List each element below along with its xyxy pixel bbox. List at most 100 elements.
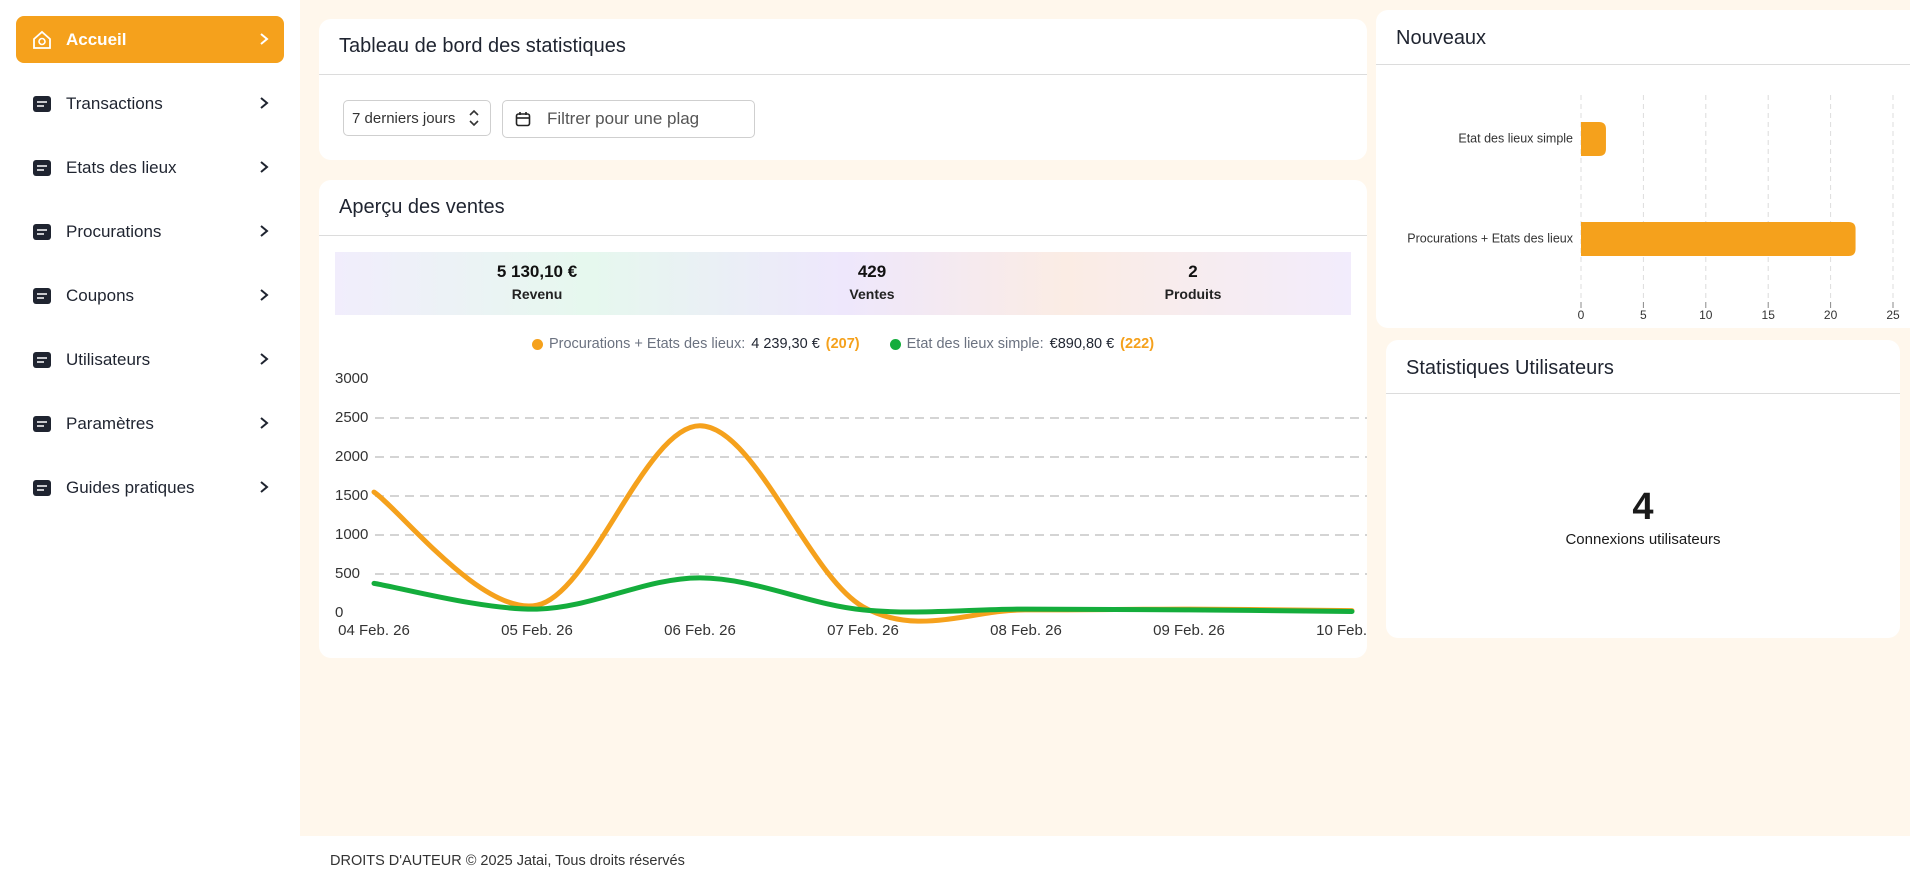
nav-item[interactable]: Procurations <box>16 208 284 255</box>
category-label: Procurations + Etats des lieux <box>1407 231 1573 245</box>
icon-shape <box>33 480 51 496</box>
card-title: Aperçu des ventes <box>339 196 505 218</box>
legend-name: Procurations + Etats des lieux: <box>548 336 746 352</box>
card-title: Tableau de bord des statistiques <box>339 35 626 57</box>
icon-shape <box>37 101 47 107</box>
nav-item[interactable]: Coupons <box>16 272 284 319</box>
legend-total: €890,80 € <box>1049 336 1115 352</box>
summary-label: Ventes <box>849 286 895 302</box>
card-title: Statistiques Utilisateurs <box>1406 357 1614 379</box>
nav-icon <box>33 96 51 112</box>
legend-swatch <box>889 338 901 350</box>
nav-item[interactable]: Etats des lieux <box>16 144 284 191</box>
nav-label: Utilisateurs <box>66 349 151 369</box>
icon-shape <box>37 229 47 235</box>
sales-card: Aperçu des ventes 5 130,10 € Revenu 429 Ven… <box>319 180 1367 658</box>
nav-icon <box>33 30 51 49</box>
nav-label: Coupons <box>66 285 135 305</box>
summary-stat: 5 130,10 € Revenu <box>417 262 657 302</box>
summary-label: Revenu <box>511 286 563 302</box>
x-tick-label: 04 Feb. 26 <box>338 622 410 639</box>
divider <box>319 74 1367 75</box>
icon-shape <box>37 293 47 299</box>
dashboard-card: Tableau de bord des statistiques 7 derni… <box>319 19 1367 160</box>
summary-value: 429 <box>857 262 887 281</box>
chevron <box>260 225 269 237</box>
period-select[interactable]: 7 derniers jours <box>343 100 491 136</box>
summary-bar: 5 130,10 € Revenu 429 Ventes 2 Produits <box>335 252 1351 315</box>
new-items-card: Nouveaux 0 5 10 15 20 25 Etat des lieux simple… <box>1376 10 1910 328</box>
y-tick-label: 1500 <box>335 487 368 504</box>
x-tick-label: 20 <box>1824 308 1838 322</box>
icon-shape <box>33 416 51 432</box>
nav-item[interactable]: Utilisateurs <box>16 336 284 383</box>
main-area: Tableau de bord des statistiques 7 derni… <box>300 0 1910 836</box>
x-tick-label: 05 Feb. 26 <box>501 622 573 639</box>
nav-label: Procurations <box>66 221 162 241</box>
line-chart: 0 500 1000 1500 2000 2500 3000 04 Feb. 26 05 Feb… <box>335 370 1367 639</box>
y-tick-label: 0 <box>335 604 343 621</box>
chevron-shape <box>260 33 269 45</box>
nav-item[interactable]: Transactions <box>16 80 284 127</box>
x-tick-label: 0 <box>1578 308 1585 322</box>
user-stats-card: Statistiques Utilisateurs 4 Connexions u… <box>1386 340 1900 638</box>
y-tick-label: 2500 <box>335 409 368 426</box>
icon-shape <box>37 421 47 427</box>
legend-item: Procurations + Etats des lieux: 4 239,30 … <box>531 336 860 352</box>
summary-stat: 2 Produits <box>1073 262 1313 302</box>
nav-label: Transactions <box>66 93 163 113</box>
nav-icon <box>33 416 51 432</box>
chevron-shape <box>260 353 269 365</box>
y-tick-label: 500 <box>335 565 360 582</box>
legend-name: Etat des lieux simple: <box>906 336 1044 352</box>
nav-label: Paramètres <box>66 413 154 433</box>
user-stat-label: Connexions utilisateurs <box>1565 531 1721 548</box>
summary-value: 2 <box>1188 262 1198 281</box>
bar <box>1581 122 1606 156</box>
bar <box>1581 222 1856 256</box>
icon-shape <box>33 96 51 112</box>
chevron <box>260 417 269 429</box>
x-tick-label: 5 <box>1640 308 1647 322</box>
icon-shape <box>38 37 46 46</box>
chevron <box>260 289 269 301</box>
x-tick-label: 07 Feb. 26 <box>827 622 899 639</box>
y-tick-label: 2000 <box>335 448 368 465</box>
divider <box>1376 64 1910 65</box>
line-series <box>371 575 1355 615</box>
nav-icon <box>33 288 51 304</box>
nav-item[interactable]: Guides pratiques <box>16 464 284 511</box>
chevron-shape <box>260 97 269 109</box>
summary-label: Produits <box>1164 286 1222 302</box>
chevron-shape <box>260 161 269 173</box>
summary-value: 5 130,10 € <box>496 262 578 281</box>
user-stat-value: 4 <box>1632 486 1654 528</box>
nav-icon <box>33 352 51 368</box>
nav-label: Etats des lieux <box>66 157 177 177</box>
bar-chart: 0 5 10 15 20 25 Etat des lieux simple Procurati… <box>1407 95 1900 322</box>
chevron <box>260 481 269 493</box>
nav-item[interactable]: Paramètres <box>16 400 284 447</box>
chevron <box>260 33 269 45</box>
chevron-shape <box>260 417 269 429</box>
chevron-shape <box>260 225 269 237</box>
icon-shape <box>37 165 47 171</box>
date-filter-placeholder: Filtrer pour une plag <box>547 109 700 128</box>
nav-label: Accueil <box>66 29 127 49</box>
date-filter[interactable]: Filtrer pour une plag <box>502 100 755 138</box>
x-tick-label: 10 Feb. 26 <box>1316 622 1367 639</box>
icon-shape <box>37 357 47 363</box>
category-label: Etat des lieux simple <box>1458 131 1573 145</box>
icon-shape <box>33 352 51 368</box>
icon-shape <box>33 288 51 304</box>
icon-shape <box>33 160 51 176</box>
nav-icon <box>33 160 51 176</box>
nav-item[interactable]: Accueil <box>16 16 284 63</box>
chevron-shape <box>260 289 269 301</box>
y-tick-label: 1000 <box>335 526 368 543</box>
summary-stat: 429 Ventes <box>752 262 992 302</box>
x-tick-label: 10 <box>1699 308 1713 322</box>
divider <box>319 235 1367 236</box>
